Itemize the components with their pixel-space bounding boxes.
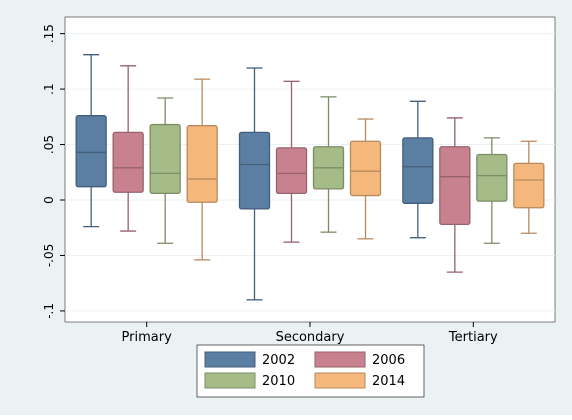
x-tick-label: Secondary bbox=[276, 330, 345, 345]
legend-key-2002 bbox=[204, 351, 256, 368]
box-iqr bbox=[149, 123, 181, 194]
x-tick-label: Tertiary bbox=[448, 330, 498, 345]
box-2014-primary bbox=[186, 78, 218, 261]
box-2006-secondary bbox=[275, 80, 308, 243]
legend-label-2010: 2010 bbox=[262, 374, 295, 389]
box-2014-tertiary bbox=[513, 140, 545, 234]
x-axis: Primary Secondary Tertiary bbox=[122, 322, 498, 345]
box-2014-secondary bbox=[349, 118, 382, 240]
box-iqr bbox=[513, 162, 545, 209]
plot-area bbox=[64, 16, 556, 323]
box-iqr bbox=[349, 140, 382, 197]
y-tick-label: .1 bbox=[42, 83, 56, 94]
legend-key-2006 bbox=[314, 351, 366, 368]
box-series bbox=[75, 54, 545, 301]
y-tick-label: -.1 bbox=[42, 303, 56, 319]
box-2010-primary bbox=[149, 97, 181, 244]
box-iqr bbox=[275, 147, 308, 194]
y-tick-label: 0 bbox=[42, 196, 56, 204]
y-tick-label: .05 bbox=[42, 135, 56, 154]
box-iqr bbox=[238, 131, 271, 210]
box-iqr bbox=[186, 125, 218, 203]
y-tick-label: -.05 bbox=[42, 244, 56, 267]
box-iqr bbox=[75, 115, 107, 188]
box-2002-tertiary bbox=[402, 100, 434, 239]
legend-key-2014 bbox=[314, 372, 366, 389]
box-2002-primary bbox=[75, 54, 107, 228]
box-2010-tertiary bbox=[476, 137, 508, 244]
legend-label-2014: 2014 bbox=[372, 374, 405, 389]
legend-label-2002: 2002 bbox=[262, 353, 295, 368]
box-iqr bbox=[112, 131, 144, 193]
x-tick-label: Primary bbox=[122, 330, 173, 345]
box-iqr bbox=[439, 146, 471, 226]
box-2002-secondary bbox=[238, 67, 271, 301]
legend-label-2006: 2006 bbox=[372, 353, 405, 368]
box-iqr bbox=[402, 137, 434, 204]
box-iqr bbox=[476, 153, 508, 202]
grid-lines bbox=[65, 33, 555, 312]
y-tick-label: .15 bbox=[42, 24, 56, 43]
legend: 2002 2006 2010 2014 bbox=[196, 344, 425, 398]
box-2006-tertiary bbox=[439, 117, 471, 273]
box-2010-secondary bbox=[312, 96, 345, 233]
legend-key-2010 bbox=[204, 372, 256, 389]
box-2006-primary bbox=[112, 65, 144, 232]
y-axis: -.1 -.05 0 .05 .1 .15 bbox=[42, 24, 65, 319]
